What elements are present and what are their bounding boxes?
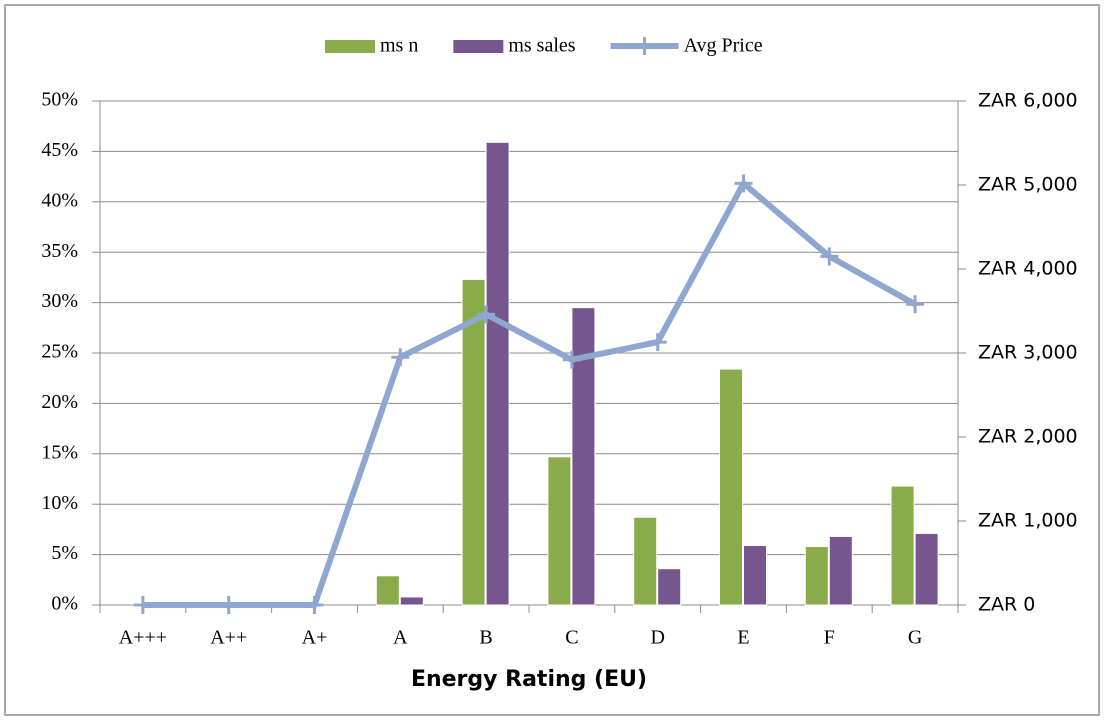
line-marker xyxy=(562,350,581,369)
y2-tick-label: ZAR 1,000 xyxy=(978,510,1078,532)
line-marker xyxy=(305,596,324,614)
bar xyxy=(657,568,682,606)
y2-tick-label: ZAR 3,000 xyxy=(978,342,1078,364)
line-marker xyxy=(734,174,753,193)
legend-swatch xyxy=(325,40,375,53)
y-tick-label: 30% xyxy=(41,290,78,312)
bar xyxy=(485,141,510,606)
chart-border xyxy=(4,4,1100,716)
y2-tick-label: ZAR 0 xyxy=(978,594,1035,616)
y-tick-label: 20% xyxy=(41,391,78,413)
x-tick-label: E xyxy=(737,627,749,649)
bar xyxy=(399,596,424,606)
legend-label: ms sales xyxy=(508,35,575,57)
legend-label: ms n xyxy=(380,35,418,57)
bar xyxy=(633,516,658,606)
legend-swatch xyxy=(453,40,504,53)
x-tick-label: F xyxy=(824,627,835,649)
bar xyxy=(828,535,853,606)
x-tick-label: A++ xyxy=(210,627,247,649)
x-tick-label: B xyxy=(479,627,492,649)
bar xyxy=(890,485,915,606)
line-marker xyxy=(906,295,925,314)
y-tick-label: 10% xyxy=(41,492,78,514)
x-axis-title: Energy Rating (EU) xyxy=(411,667,647,692)
line-marker xyxy=(635,37,654,55)
y-tick-label: 40% xyxy=(41,189,78,211)
y2-tick-label: ZAR 2,000 xyxy=(978,426,1078,448)
y2-tick-label: ZAR 4,000 xyxy=(978,258,1078,280)
y-tick-label: 25% xyxy=(41,341,78,363)
x-tick-label: D xyxy=(650,627,664,649)
bar xyxy=(743,545,767,606)
line-marker xyxy=(219,596,238,614)
y-tick-label: 35% xyxy=(41,240,78,262)
line xyxy=(142,180,917,608)
legend-label: Avg Price xyxy=(684,35,763,57)
y-tick-label: 15% xyxy=(41,441,78,463)
bar xyxy=(914,532,939,606)
line-marker xyxy=(391,348,410,367)
bar xyxy=(571,307,596,606)
y2-tick-label: ZAR 6,000 xyxy=(978,90,1078,112)
x-tick-label: G xyxy=(908,627,922,649)
line-marker xyxy=(648,333,667,352)
y-tick-label: 45% xyxy=(41,139,78,161)
line-marker xyxy=(477,305,496,324)
line-marker xyxy=(820,247,839,266)
bar xyxy=(461,278,486,606)
x-tick-label: C xyxy=(565,627,578,649)
x-tick-label: A xyxy=(393,627,408,649)
bar xyxy=(375,575,400,606)
x-tick-label: A+++ xyxy=(119,627,167,649)
x-tick-label: A+ xyxy=(302,627,328,649)
bar xyxy=(804,546,829,606)
y-tick-label: 5% xyxy=(51,542,78,564)
bar xyxy=(547,456,572,606)
bar xyxy=(719,368,743,606)
line-marker xyxy=(133,596,152,614)
y2-tick-label: ZAR 5,000 xyxy=(978,174,1078,196)
y-tick-label: 0% xyxy=(51,593,78,615)
y-tick-label: 50% xyxy=(41,89,78,111)
